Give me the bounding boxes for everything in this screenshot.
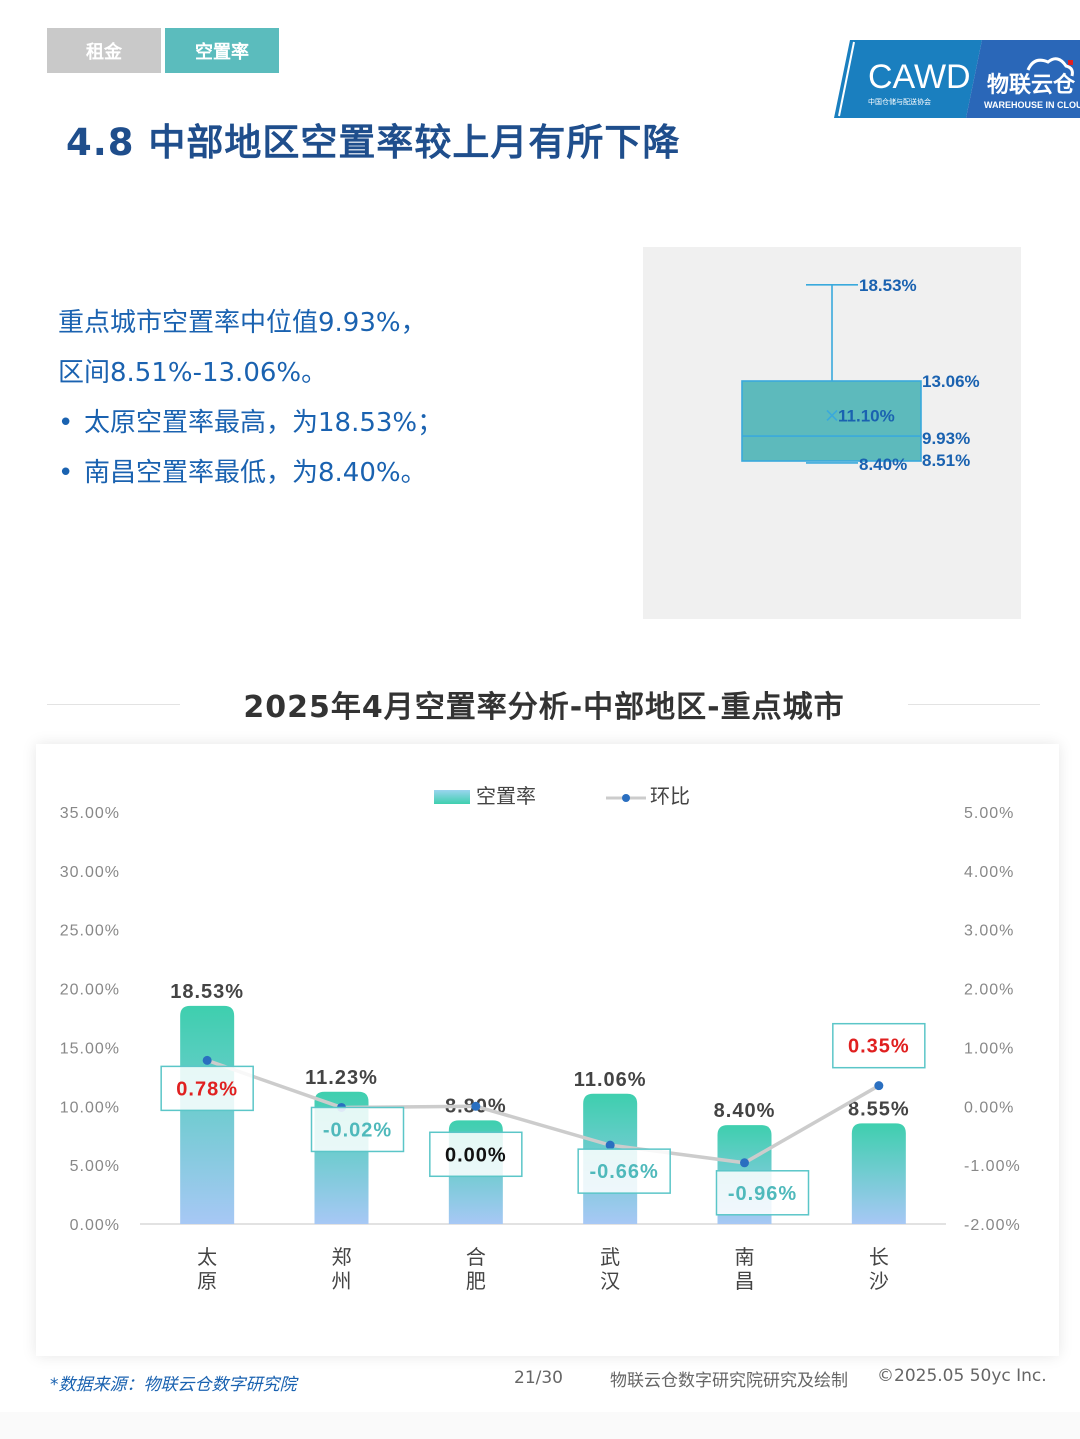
y-left-tick-label: 10.00% (60, 1099, 120, 1116)
cawd-logo: CAWD 中国仓储与配送协会 物联云仓 WAREHOUSE IN CLOUD (832, 40, 1080, 120)
summary-bullet: • 南昌空置率最低，为8.40%。 (58, 458, 427, 488)
mom-value-label: 0.00% (445, 1144, 507, 1166)
chart-panel: 0.00% 5.00% 10.00% 15.00% 20.00% 25.00% 30.00%… (36, 744, 1059, 1356)
x-tick-label: 合肥 (466, 1245, 486, 1293)
cloud-icon (1026, 57, 1074, 77)
mom-value-box (310, 1106, 405, 1153)
divider (908, 704, 1040, 705)
y-left-tick-label: 15.00% (60, 1040, 120, 1057)
legend-line-label: 环比 (650, 784, 690, 808)
tab-rent[interactable]: 租金 (47, 28, 161, 73)
mom-value-label: -0.96% (728, 1183, 797, 1205)
boxplot-box (741, 380, 922, 462)
y-right-tick-label: 4.00% (964, 864, 1014, 881)
logo-accent-icon (1068, 60, 1073, 65)
boxplot-panel: 18.53% 13.06% 11.10% 9.93% 8.51% 8.40% (643, 247, 1021, 619)
y-right-tick-label: 0.00% (964, 1099, 1014, 1116)
y-left-tick-label: 30.00% (60, 864, 120, 881)
footer-credit: 物联云仓数字研究院研究及绘制 (610, 1371, 848, 1391)
mom-value-box (832, 1022, 926, 1069)
x-tick-label: 郑州 (332, 1245, 352, 1293)
mom-marker (605, 1140, 615, 1150)
x-tick-label: 武汉 (600, 1245, 620, 1293)
legend-bar-swatch (434, 790, 470, 804)
y-right-tick-label: 5.00% (964, 805, 1014, 822)
boxplot-min-label: 8.40% (859, 455, 907, 474)
boxplot-median-label: 9.93% (922, 429, 970, 448)
y-right-tick-label: -2.00% (964, 1217, 1021, 1234)
tab-vacancy[interactable]: 空置率 (165, 28, 279, 73)
logo-org-sub: 中国仓储与配送协会 (868, 97, 931, 106)
boxplot-max-label: 18.53% (859, 276, 917, 295)
boxplot-mean-icon (826, 409, 838, 422)
y-right-tick-label: 2.00% (964, 982, 1014, 999)
logo-brand-sub: WAREHOUSE IN CLOUD (984, 100, 1080, 110)
x-tick-label: 南昌 (735, 1245, 755, 1293)
summary-line-1: 重点城市空置率中位值9.93%， (58, 308, 427, 338)
y-left-tick-label: 0.00% (70, 1217, 120, 1234)
footer-source: *数据来源：物联云仓数字研究院 (50, 1375, 297, 1395)
summary-text: 重点城市空置率中位值9.93%， 区间8.51%-13.06%。 • 太原空置率最… (58, 298, 443, 498)
bar-value-label: 11.23% (305, 1067, 378, 1089)
logo-brand: 物联云仓 (987, 72, 1076, 98)
mom-marker (740, 1158, 749, 1168)
mom-value-box (429, 1131, 523, 1178)
y-left-tick-label: 25.00% (60, 923, 120, 940)
page-number: 21/30 (514, 1368, 563, 1388)
legend-line-marker (622, 794, 630, 802)
footer-copyright: ©2025.05 50yc Inc. (877, 1366, 1047, 1386)
bar-value-label: 18.53% (170, 981, 244, 1003)
page-title: 4.8 中部地区空置率较上月有所下降 (66, 121, 681, 164)
y-right-tick-label: -1.00% (964, 1158, 1021, 1175)
mom-value-box (160, 1065, 254, 1112)
bottom-strip (0, 1412, 1080, 1439)
summary-bullet: • 太原空置率最高，为18.53%； (58, 408, 444, 438)
boxplot: 18.53% 13.06% 11.10% 9.93% 8.51% 8.40% (741, 276, 980, 474)
divider (47, 704, 180, 705)
boxplot-q1-label: 8.51% (922, 451, 970, 470)
y-left-tick-label: 20.00% (60, 982, 120, 999)
y-right-tick-label: 1.00% (964, 1040, 1014, 1057)
summary-line-2: 区间8.51%-13.06%。 (58, 358, 328, 388)
mom-marker (202, 1055, 212, 1065)
logo-org: CAWD (868, 58, 971, 96)
bar-value-label: 8.55% (848, 1098, 910, 1120)
boxplot-mean-label: 11.10% (838, 406, 895, 425)
boxplot-q3-label: 13.06% (922, 372, 980, 391)
mom-value-label: 0.35% (848, 1036, 910, 1058)
x-tick-label: 长沙 (869, 1245, 889, 1293)
chart-title: 2025年4月空置率分析-中部地区-重点城市 (180, 678, 908, 738)
mom-value-box (715, 1170, 810, 1216)
bar (851, 1123, 906, 1224)
mom-line (206, 1058, 880, 1165)
bar-value-label: 8.40% (714, 1100, 776, 1122)
bar-line-chart: 0.00% 5.00% 10.00% 15.00% 20.00% 25.00% 30.00%… (60, 784, 1021, 1293)
mom-value-label: -0.66% (589, 1161, 658, 1183)
mom-value-label: 0.78% (176, 1078, 238, 1100)
y-left-tick-label: 5.00% (70, 1158, 120, 1175)
bar (180, 1005, 235, 1224)
x-tick-label: 太原 (197, 1245, 217, 1293)
bar-value-label: 11.06% (574, 1069, 647, 1091)
y-left-tick-label: 35.00% (60, 805, 120, 822)
mom-marker (874, 1081, 884, 1091)
mom-marker (471, 1101, 481, 1111)
legend-bar-label: 空置率 (476, 784, 536, 808)
mom-value-box (577, 1148, 671, 1194)
y-right-tick-label: 3.00% (964, 923, 1014, 940)
mom-value-label: -0.02% (323, 1119, 392, 1141)
